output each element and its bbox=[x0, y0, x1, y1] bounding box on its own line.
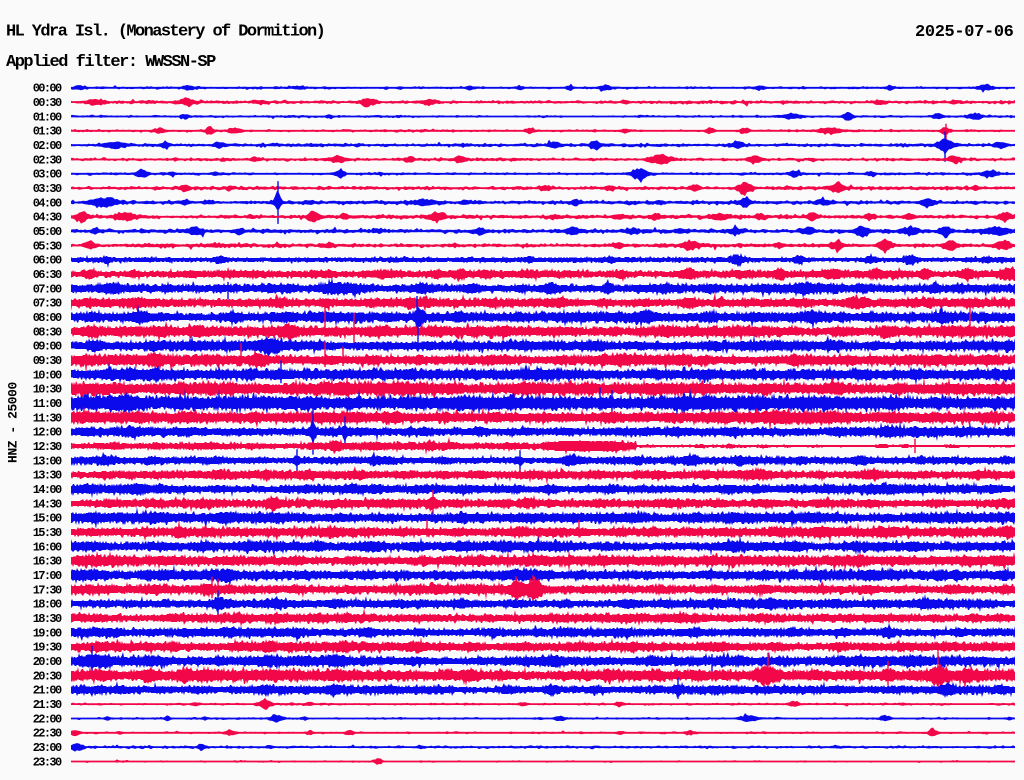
svg-text:21:00: 21:00 bbox=[33, 684, 62, 698]
svg-text:03:00: 03:00 bbox=[33, 168, 62, 182]
svg-text:02:00: 02:00 bbox=[33, 139, 62, 153]
svg-text:15:30: 15:30 bbox=[33, 526, 62, 540]
svg-text:06:00: 06:00 bbox=[33, 254, 62, 268]
svg-text:13:00: 13:00 bbox=[33, 454, 62, 468]
svg-text:20:30: 20:30 bbox=[33, 669, 62, 683]
svg-text:12:30: 12:30 bbox=[33, 440, 62, 454]
svg-text:21:30: 21:30 bbox=[33, 698, 62, 712]
svg-text:03:30: 03:30 bbox=[33, 182, 62, 196]
svg-text:09:00: 09:00 bbox=[33, 340, 62, 354]
svg-text:06:30: 06:30 bbox=[33, 268, 62, 282]
svg-text:2025-07-06: 2025-07-06 bbox=[915, 23, 1014, 42]
svg-text:19:30: 19:30 bbox=[33, 641, 62, 655]
svg-text:01:00: 01:00 bbox=[33, 110, 62, 124]
svg-text:04:30: 04:30 bbox=[33, 211, 62, 225]
svg-text:16:30: 16:30 bbox=[33, 555, 62, 569]
svg-text:19:00: 19:00 bbox=[33, 626, 62, 640]
svg-text:23:00: 23:00 bbox=[33, 741, 62, 755]
svg-text:13:30: 13:30 bbox=[33, 469, 62, 483]
svg-text:Applied filter: WWSSN-SP: Applied filter: WWSSN-SP bbox=[6, 53, 216, 72]
svg-text:00:30: 00:30 bbox=[33, 96, 62, 110]
svg-text:01:30: 01:30 bbox=[33, 125, 62, 139]
svg-text:HL Ydra Isl. (Monastery of Dor: HL Ydra Isl. (Monastery of Dormition) bbox=[6, 23, 324, 42]
svg-text:08:00: 08:00 bbox=[33, 311, 62, 325]
svg-text:11:30: 11:30 bbox=[33, 411, 62, 425]
svg-text:08:30: 08:30 bbox=[33, 325, 62, 339]
svg-text:14:00: 14:00 bbox=[33, 483, 62, 497]
svg-text:12:00: 12:00 bbox=[33, 426, 62, 440]
svg-text:04:00: 04:00 bbox=[33, 196, 62, 210]
svg-text:09:30: 09:30 bbox=[33, 354, 62, 368]
svg-text:16:00: 16:00 bbox=[33, 540, 62, 554]
svg-text:10:00: 10:00 bbox=[33, 368, 62, 382]
svg-text:17:30: 17:30 bbox=[33, 583, 62, 597]
svg-text:HNZ - 25000: HNZ - 25000 bbox=[6, 381, 21, 463]
svg-text:07:00: 07:00 bbox=[33, 282, 62, 296]
svg-text:10:30: 10:30 bbox=[33, 383, 62, 397]
svg-text:07:30: 07:30 bbox=[33, 297, 62, 311]
svg-text:20:00: 20:00 bbox=[33, 655, 62, 669]
svg-text:15:00: 15:00 bbox=[33, 512, 62, 526]
svg-text:22:30: 22:30 bbox=[33, 727, 62, 741]
svg-text:05:00: 05:00 bbox=[33, 225, 62, 239]
svg-text:17:00: 17:00 bbox=[33, 569, 62, 583]
svg-text:05:30: 05:30 bbox=[33, 239, 62, 253]
svg-text:00:00: 00:00 bbox=[33, 82, 62, 96]
svg-text:14:30: 14:30 bbox=[33, 497, 62, 511]
svg-text:22:00: 22:00 bbox=[33, 712, 62, 726]
svg-text:23:30: 23:30 bbox=[33, 755, 62, 769]
svg-text:11:00: 11:00 bbox=[33, 397, 62, 411]
svg-text:18:00: 18:00 bbox=[33, 598, 62, 612]
svg-text:18:30: 18:30 bbox=[33, 612, 62, 626]
svg-text:02:30: 02:30 bbox=[33, 153, 62, 167]
